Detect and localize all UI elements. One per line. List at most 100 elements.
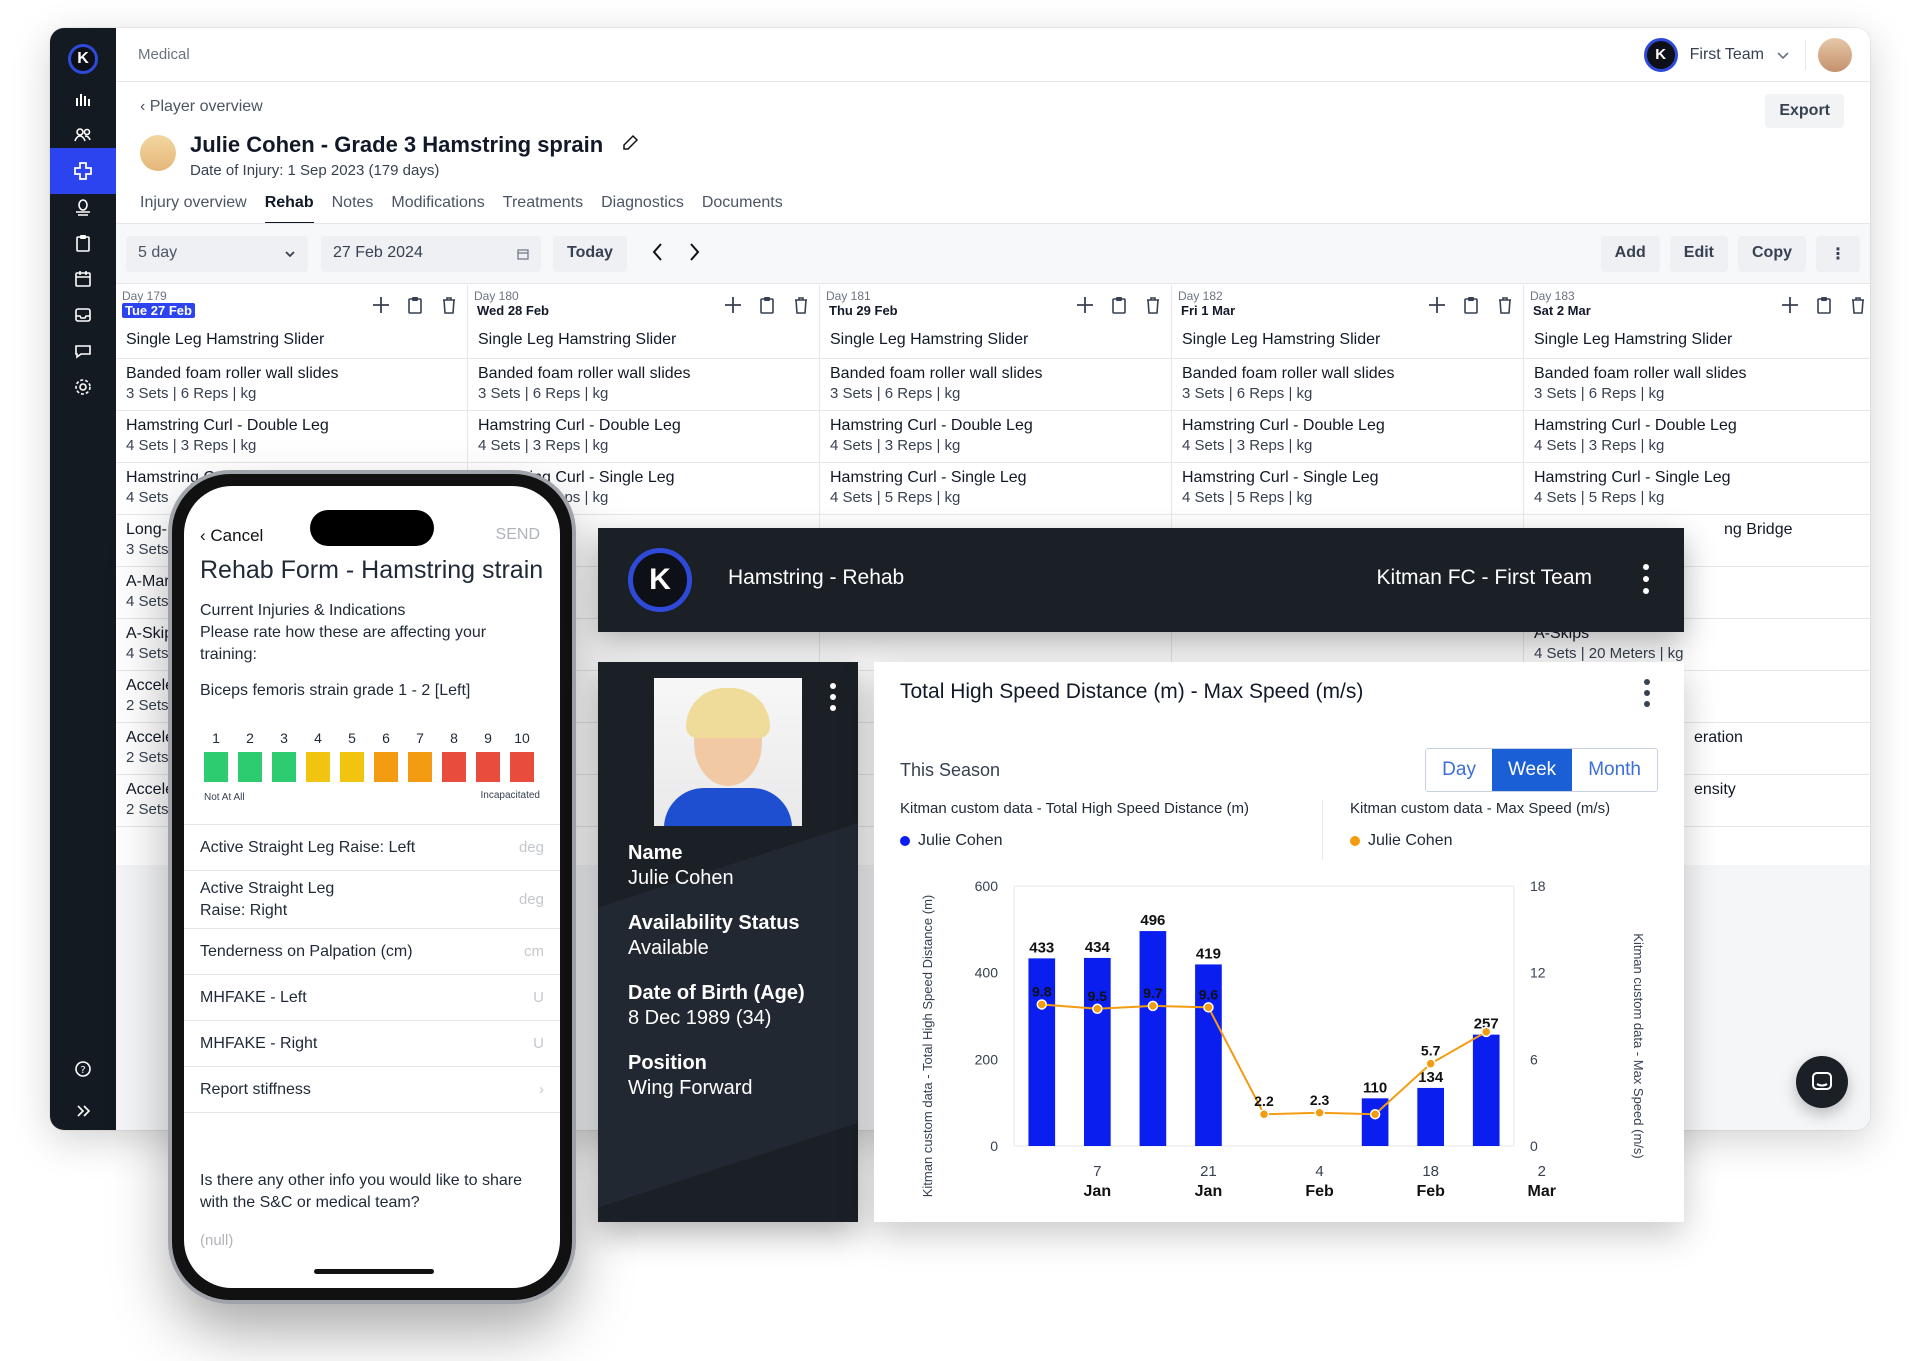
messages-icon[interactable]: [50, 328, 116, 374]
exercise-item[interactable]: Single Leg Hamstring Slider: [1524, 325, 1870, 359]
edit-button[interactable]: Edit: [1669, 236, 1728, 272]
legend-item[interactable]: Julie Cohen: [1350, 832, 1453, 850]
rating-option[interactable]: [374, 752, 398, 782]
form-field-row[interactable]: Tenderness on Palpation (cm) cm: [184, 928, 560, 974]
exercise-item[interactable]: Single Leg Hamstring Slider: [116, 325, 467, 359]
chevron-left-icon[interactable]: [648, 240, 668, 264]
tab-diagnostics[interactable]: Diagnostics: [601, 194, 684, 211]
clipboard-icon[interactable]: [1109, 295, 1129, 315]
trash-icon[interactable]: [791, 295, 811, 315]
team-selector[interactable]: K First Team: [1643, 38, 1790, 72]
rating-option[interactable]: [272, 752, 296, 782]
period-select[interactable]: 5 day: [126, 236, 308, 272]
trash-icon[interactable]: [1495, 295, 1515, 315]
plus-icon[interactable]: [1780, 295, 1800, 315]
athletes-icon[interactable]: [50, 112, 116, 158]
rating-option[interactable]: [204, 752, 228, 782]
cancel-button[interactable]: ‹ Cancel: [200, 526, 264, 545]
exercise-item[interactable]: Single Leg Hamstring Slider: [468, 325, 819, 359]
exercise-item[interactable]: Banded foam roller wall slides 3 Sets | 6…: [116, 359, 467, 411]
chat-support-button[interactable]: [1796, 1056, 1848, 1108]
tab-documents[interactable]: Documents: [701, 194, 783, 211]
medical-icon[interactable]: [50, 148, 116, 194]
rating-option[interactable]: [476, 752, 500, 782]
more-options-icon[interactable]: [830, 682, 836, 712]
exercise-item[interactable]: Hamstring Curl - Double Leg 4 Sets | 3 Re…: [468, 411, 819, 463]
inbox-icon[interactable]: [50, 292, 116, 338]
clipboard-icon[interactable]: [1814, 295, 1834, 315]
rating-option[interactable]: [306, 752, 330, 782]
exercise-item[interactable]: Hamstring Curl - Double Leg 4 Sets | 3 Re…: [1524, 411, 1870, 463]
exercise-item[interactable]: [1524, 567, 1870, 619]
exercise-item[interactable]: eration: [1524, 723, 1870, 775]
tab-notes[interactable]: Notes: [331, 194, 374, 211]
trash-icon[interactable]: [439, 295, 459, 315]
help-icon[interactable]: ?: [50, 1046, 116, 1092]
form-field-row[interactable]: MHFAKE - Left U: [184, 974, 560, 1020]
nutrition-icon[interactable]: [50, 184, 116, 230]
legend-item[interactable]: Julie Cohen: [900, 832, 1003, 850]
rating-option[interactable]: [340, 752, 364, 782]
today-button[interactable]: Today: [553, 236, 627, 272]
exercise-item[interactable]: ng Bridge: [1524, 515, 1870, 567]
rating-option[interactable]: [408, 752, 432, 782]
back-link[interactable]: ‹ Player overview: [140, 98, 263, 115]
exercise-item[interactable]: Hamstring Curl - Double Leg 4 Sets | 3 Re…: [116, 411, 467, 463]
plus-icon[interactable]: [371, 295, 391, 315]
rating-option[interactable]: [238, 752, 262, 782]
forms-icon[interactable]: [50, 220, 116, 266]
exercise-item[interactable]: Banded foam roller wall slides 3 Sets | 6…: [1172, 359, 1523, 411]
tab-treatments[interactable]: Treatments: [502, 194, 584, 211]
plus-icon[interactable]: [1427, 295, 1447, 315]
settings-icon[interactable]: [50, 364, 116, 410]
calendar-icon[interactable]: [50, 256, 116, 302]
clipboard-icon[interactable]: [405, 295, 425, 315]
exercise-item[interactable]: ensity: [1524, 775, 1870, 827]
clipboard-icon[interactable]: [1461, 295, 1481, 315]
exercise-item[interactable]: Banded foam roller wall slides 3 Sets | 6…: [820, 359, 1171, 411]
form-field-row[interactable]: Active Straight Leg Raise: Left deg: [184, 824, 560, 870]
kitman-logo[interactable]: K: [68, 44, 98, 74]
segment-week[interactable]: Week: [1491, 749, 1573, 791]
date-picker[interactable]: 27 Feb 2024: [321, 236, 541, 272]
pencil-icon[interactable]: [621, 134, 639, 152]
tab-modifications[interactable]: Modifications: [391, 194, 485, 211]
exercise-item[interactable]: Banded foam roller wall slides 3 Sets | 6…: [1524, 359, 1870, 411]
chevron-right-icon[interactable]: [684, 240, 704, 264]
exercise-item[interactable]: Single Leg Hamstring Slider: [1172, 325, 1523, 359]
copy-button[interactable]: Copy: [1738, 236, 1806, 272]
send-button[interactable]: SEND: [495, 526, 540, 543]
free-text-input[interactable]: (null): [200, 1232, 234, 1249]
more-options-icon[interactable]: [1642, 562, 1650, 596]
more-options-icon[interactable]: ⋮: [1816, 236, 1860, 272]
plus-icon[interactable]: [1075, 295, 1095, 315]
segment-day[interactable]: Day: [1426, 749, 1492, 791]
more-options-icon[interactable]: [1644, 678, 1650, 708]
exercise-item[interactable]: Single Leg Hamstring Slider: [820, 325, 1171, 359]
form-field-row[interactable]: MHFAKE - Right U: [184, 1020, 560, 1066]
trash-icon[interactable]: [1143, 295, 1163, 315]
exercise-item[interactable]: Hamstring Curl - Double Leg 4 Sets | 3 Re…: [1172, 411, 1523, 463]
trash-icon[interactable]: [1848, 295, 1868, 315]
plus-icon[interactable]: [723, 295, 743, 315]
tab-injury-overview[interactable]: Injury overview: [140, 194, 247, 211]
add-button[interactable]: Add: [1600, 236, 1660, 272]
form-field-row[interactable]: Report stiffness ›: [184, 1066, 560, 1112]
analytics-icon[interactable]: [50, 76, 116, 122]
rating-option[interactable]: [510, 752, 534, 782]
segment-month[interactable]: Month: [1572, 749, 1657, 791]
exercise-item[interactable]: Hamstring Curl - Double Leg 4 Sets | 3 Re…: [820, 411, 1171, 463]
tab-rehab[interactable]: Rehab: [264, 194, 314, 225]
form-field-row[interactable]: Active Straight Leg Raise: Right deg: [184, 870, 560, 928]
expand-sidebar-icon[interactable]: [50, 1088, 116, 1130]
exercise-item[interactable]: Banded foam roller wall slides 3 Sets | 6…: [468, 359, 819, 411]
rating-scale-numbers: 1 2 3 4 5 6 7 8 9 10: [204, 730, 534, 746]
exercise-item[interactable]: [1524, 671, 1870, 723]
rating-option[interactable]: [442, 752, 466, 782]
user-avatar[interactable]: [1818, 38, 1852, 72]
clipboard-icon[interactable]: [757, 295, 777, 315]
export-button[interactable]: Export: [1765, 94, 1844, 128]
